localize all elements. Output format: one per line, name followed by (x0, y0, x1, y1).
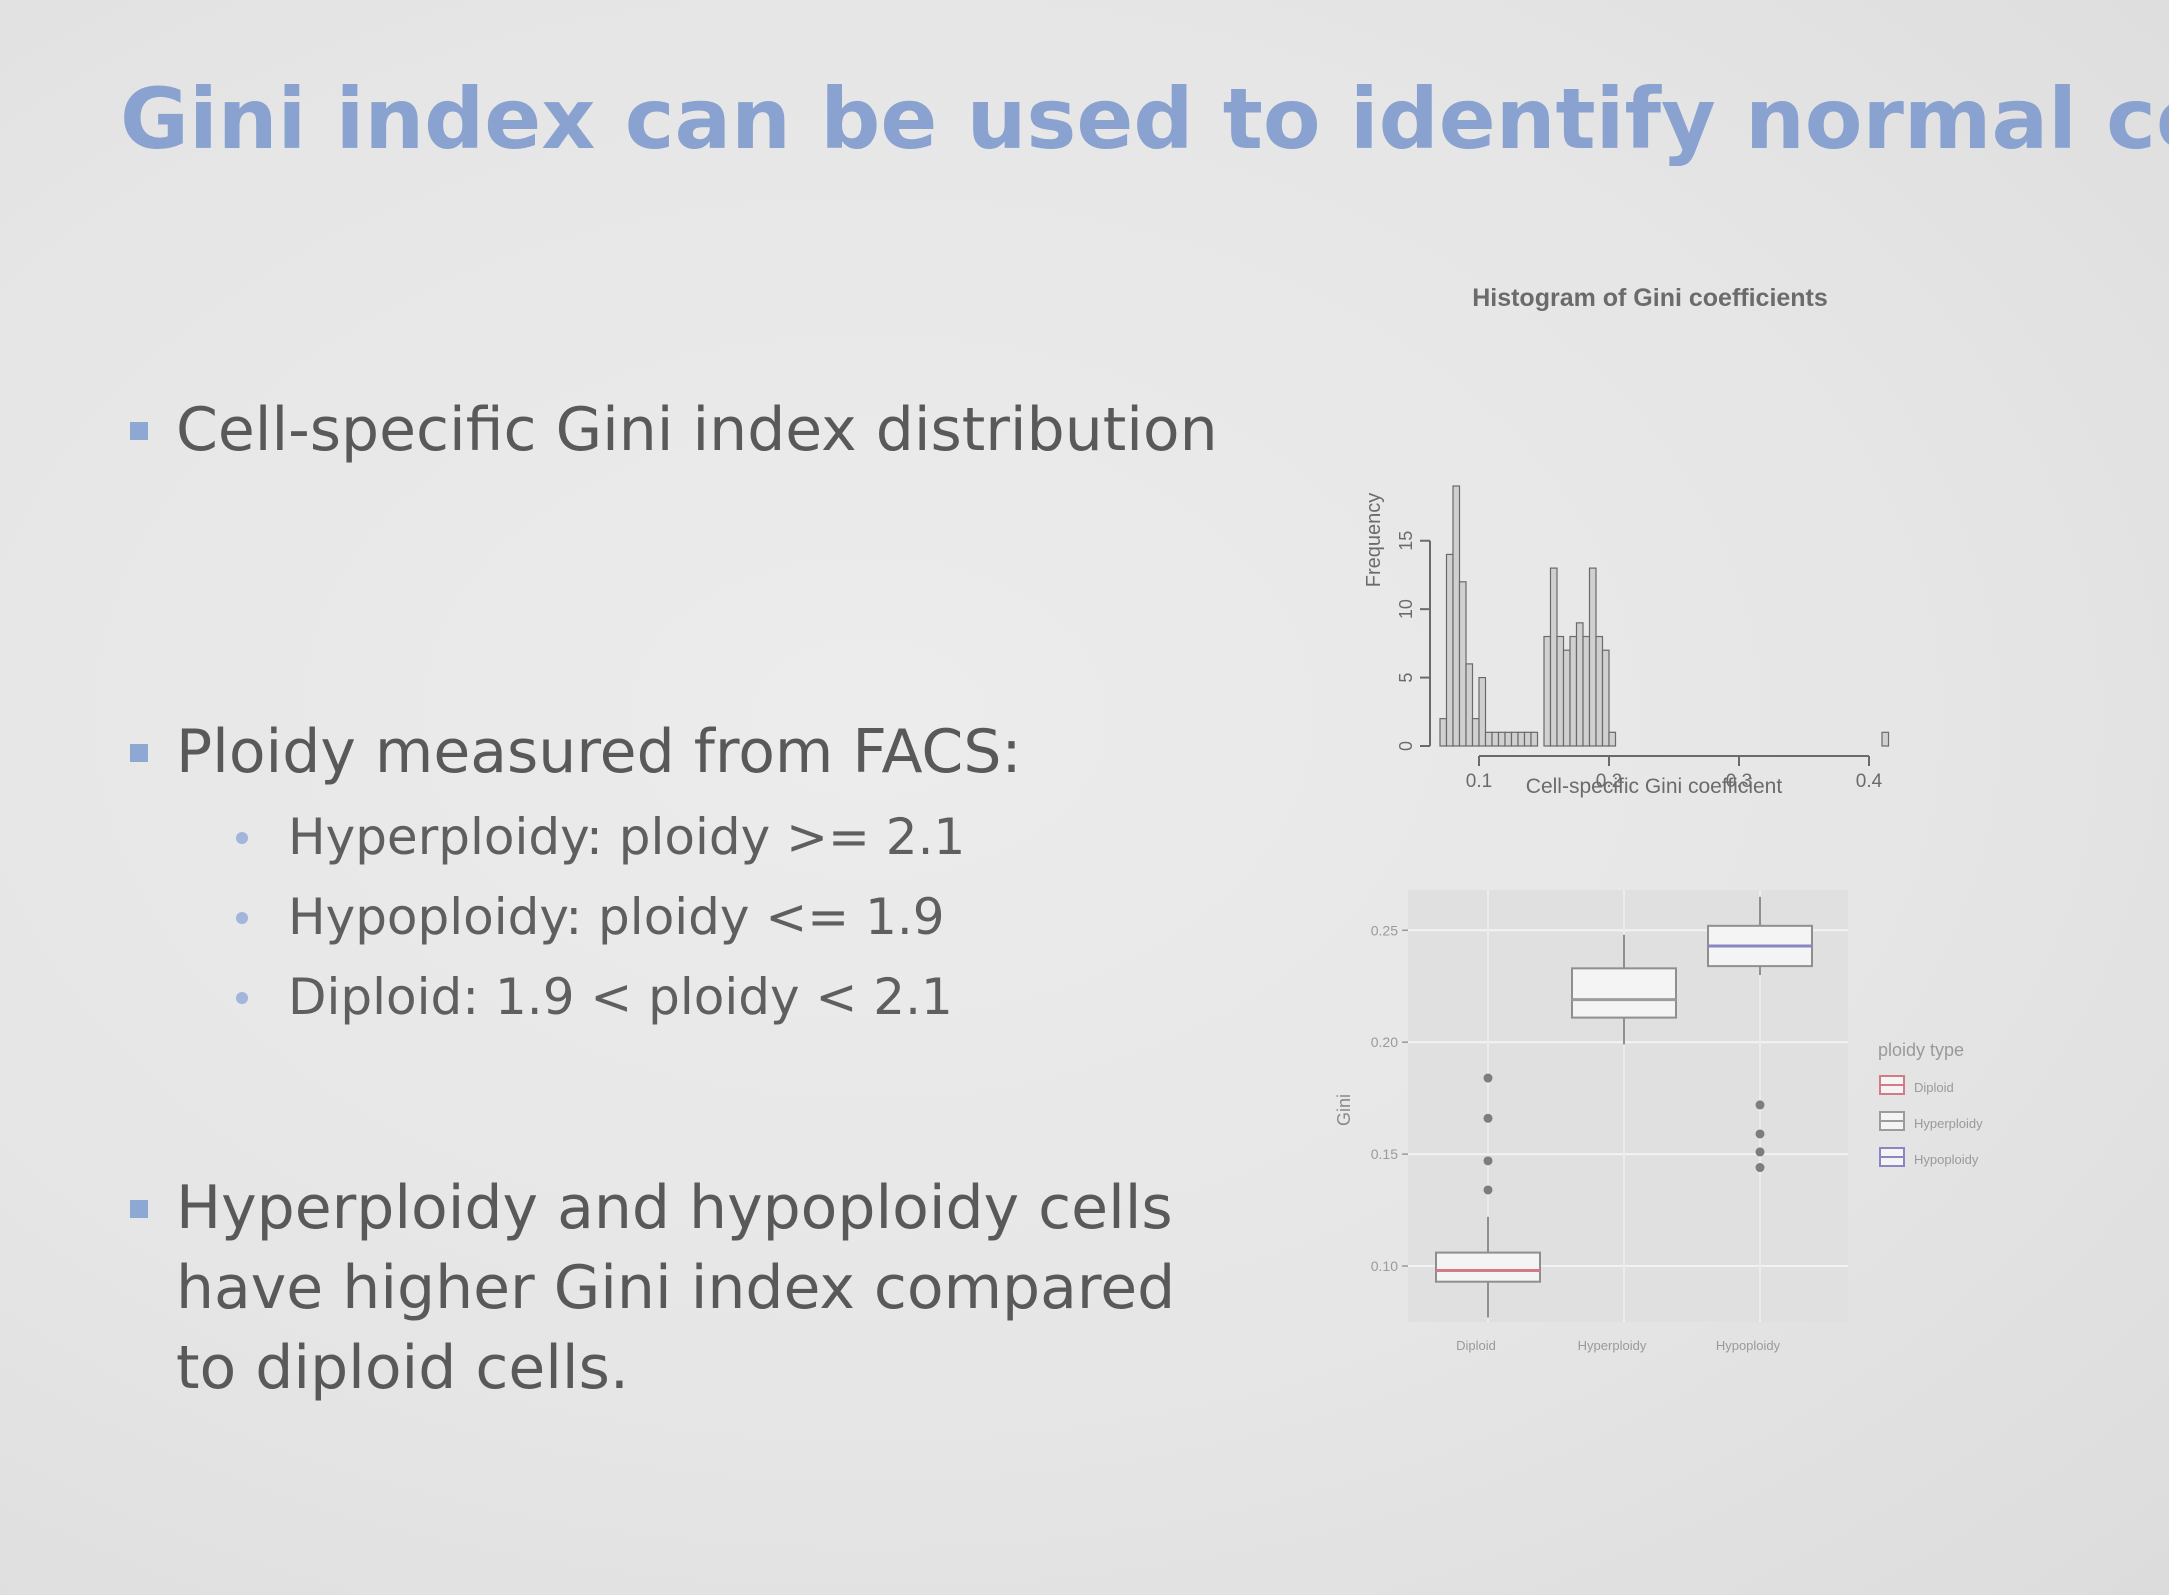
histogram-bar (1452, 485, 1461, 747)
boxplot-x-tick-label: Hypoploidy (1716, 1338, 1781, 1353)
histogram-x-label: Cell-specific Gini coefficient (1526, 775, 1783, 798)
histogram-bar (1445, 553, 1454, 747)
histogram-y-tick-label: 5 (1396, 673, 1416, 683)
boxplot-y-tick-label: 0.20 (1371, 1034, 1398, 1050)
histogram-x-tick-label: 0.2 (1596, 771, 1622, 792)
histogram-bar (1510, 731, 1519, 747)
histogram-chart: Histogram of Gini coefficients Frequency… (1363, 284, 1890, 798)
histogram-bar (1608, 731, 1617, 747)
boxplot-box (1435, 1251, 1541, 1283)
boxplot-outlier (1755, 1163, 1765, 1173)
histogram-bar (1530, 731, 1539, 747)
bullet-text: Ploidy measured from FACS: (176, 717, 1022, 787)
histogram-bar (1582, 635, 1591, 747)
histogram-bar (1497, 731, 1506, 747)
sub-bullet-text: Diploid: 1.9 < ploidy < 2.1 (288, 968, 953, 1026)
histogram-bar (1881, 731, 1890, 747)
boxplot-y-label: Gini (1334, 1094, 1354, 1126)
sub-bullet-text: Hyperploidy: ploidy >= 2.1 (288, 808, 966, 866)
bullet-marker (130, 422, 148, 440)
boxplot-x-tick-label: Diploid (1456, 1338, 1496, 1353)
legend-item-label: Hyperploidy (1914, 1116, 1983, 1131)
boxplot-box (1571, 967, 1677, 1019)
histogram-bar (1484, 731, 1493, 747)
histogram-bar (1478, 676, 1487, 747)
sub-bullet-marker (236, 832, 248, 844)
histogram-bar (1549, 567, 1558, 747)
histogram-bar (1601, 649, 1610, 747)
bullet-marker (130, 744, 148, 762)
boxplot-x-tick-label: Hyperploidy (1578, 1338, 1647, 1353)
boxplot-outlier (1483, 1185, 1493, 1195)
sub-bullet-text: Hypoploidy: ploidy <= 1.9 (288, 888, 945, 946)
histogram-bar (1504, 731, 1513, 747)
legend-item-label: Hypoploidy (1914, 1152, 1979, 1167)
histogram-x-tick-label: 0.1 (1466, 771, 1492, 792)
histogram-bar (1543, 635, 1552, 747)
boxplot-chart: 0.10 0.15 0.20 0.25 Diploid Hyperploidy Hypop… (1334, 890, 1983, 1353)
boxplot-outlier (1755, 1147, 1765, 1157)
boxplot-y-tick-label: 0.15 (1371, 1146, 1398, 1162)
histogram-bar (1458, 581, 1467, 747)
boxplot-y-tick-label: 0.25 (1371, 922, 1398, 938)
histogram-bar (1588, 567, 1597, 747)
sub-bullet-marker (236, 912, 248, 924)
slide-title: Gini index can be used to identify norma… (120, 70, 2169, 168)
histogram-bar (1471, 718, 1480, 747)
bullet-marker (130, 1200, 148, 1218)
boxplot-outlier (1755, 1100, 1765, 1110)
legend-item-label: Diploid (1914, 1080, 1954, 1095)
boxplot-outlier (1483, 1156, 1493, 1166)
histogram-y-label: Frequency (1363, 493, 1385, 588)
histogram-bar (1523, 731, 1532, 747)
histogram-y-tick-label: 15 (1396, 531, 1416, 551)
histogram-bar (1569, 635, 1578, 747)
histogram-y-tick-label: 0 (1396, 741, 1416, 751)
histogram-y-tick-label: 10 (1396, 599, 1416, 619)
histogram-x-tick-label: 0.4 (1856, 771, 1883, 792)
histogram-bar (1595, 635, 1604, 747)
boxplot-y-tick-label: 0.10 (1371, 1258, 1398, 1274)
sub-bullet-marker (236, 992, 248, 1004)
boxplot-outlier (1483, 1073, 1493, 1083)
histogram-bar (1491, 731, 1500, 747)
histogram-bar (1439, 718, 1448, 747)
bullet-text: Hyperploidy and hypoploidy cells have hi… (176, 1173, 1176, 1403)
histogram-bar (1556, 635, 1565, 747)
boxplot-outlier (1755, 1129, 1765, 1139)
histogram-title: Histogram of Gini coefficients (1472, 284, 1828, 312)
legend-title: ploidy type (1878, 1040, 1964, 1060)
histogram-bar (1562, 649, 1571, 747)
bullet-text: Cell-specific Gini index distribution (176, 395, 1218, 465)
histogram-bar (1517, 731, 1526, 747)
boxplot-outlier (1483, 1113, 1493, 1123)
histogram-x-tick-label: 0.3 (1726, 771, 1752, 792)
histogram-bar (1575, 622, 1584, 747)
histogram-bar (1465, 663, 1474, 747)
